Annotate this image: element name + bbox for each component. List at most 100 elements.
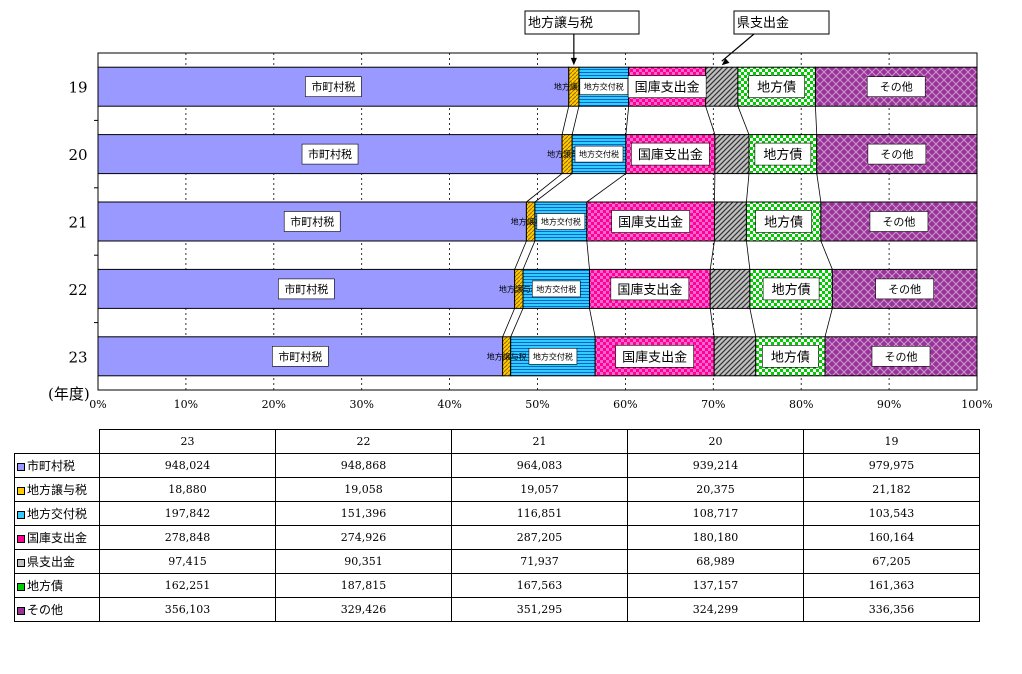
table-cell: 108,717 <box>627 501 804 526</box>
segment-label: 市町村税 <box>311 80 355 94</box>
segment-label: 地方債 <box>771 349 810 365</box>
segment-label-box <box>611 210 690 233</box>
table-cell: 948,868 <box>275 453 452 478</box>
table-row-header: その他 <box>14 597 100 622</box>
table-cell: 19,058 <box>275 477 452 502</box>
table-cell: 137,157 <box>627 573 804 598</box>
table-cell: 151,396 <box>275 501 452 526</box>
segment-label-box <box>272 345 329 367</box>
series-connector <box>589 308 596 337</box>
x-tick-label: 50% <box>525 398 549 411</box>
segment-label-box <box>875 278 934 300</box>
segment-label: 地方交付税 <box>584 82 624 92</box>
table-row-label: 地方譲与税 <box>27 483 88 497</box>
category-label: 21 <box>68 214 87 232</box>
segment-label-box <box>762 277 820 301</box>
segment-label-box <box>615 344 694 368</box>
table-row: その他 356,103 329,426 351,295 324,299 336,356 <box>14 597 980 622</box>
table-cell: 20,375 <box>627 477 804 502</box>
table-cell: 336,356 <box>803 597 980 622</box>
legend-key-icon <box>17 510 25 519</box>
series-connector <box>514 240 527 270</box>
table-cell: 964,083 <box>451 453 628 478</box>
segment-label: 市町村税 <box>284 282 328 296</box>
table-row: 国庫支出金 278,848 274,926 287,205 180,180 160,164 <box>14 525 980 550</box>
table-row-header: 地方債 <box>14 573 100 598</box>
series-connector <box>746 173 750 203</box>
table-cell: 160,164 <box>803 525 980 550</box>
legend-key-icon <box>17 582 25 591</box>
table-cell: 187,815 <box>275 573 452 598</box>
segment-label-box <box>869 211 929 232</box>
series-connector <box>586 240 590 270</box>
table-cell: 71,937 <box>451 549 628 574</box>
table-cell: 19,057 <box>451 477 628 502</box>
series-connector <box>820 240 833 270</box>
table-cell: 287,205 <box>451 525 628 550</box>
table-col-header: 21 <box>451 429 628 454</box>
segment-label: 地方債 <box>757 80 796 96</box>
series-connector <box>705 106 716 135</box>
segment-label: 地方譲与税 <box>547 149 587 159</box>
category-label: 22 <box>68 281 87 299</box>
callout-label: 県支出金 <box>737 15 789 31</box>
table-cell: 21,182 <box>803 477 980 502</box>
series-connector <box>625 106 630 135</box>
series-connector <box>746 240 751 270</box>
series-connector <box>749 308 757 337</box>
table-cell: 67,205 <box>803 549 980 574</box>
segment-label-box <box>762 344 819 368</box>
segment-label: 地方債 <box>763 147 802 163</box>
bar-segment <box>705 66 739 107</box>
x-tick-label: 40% <box>437 398 461 411</box>
segment-label-box <box>610 277 690 301</box>
table-cell: 18,880 <box>99 477 276 502</box>
category-label: 19 <box>68 79 87 97</box>
table-col-header: 23 <box>99 429 276 454</box>
series-connector <box>816 173 822 203</box>
segment-label-box <box>631 142 710 166</box>
segment-label: 地方譲与税 <box>511 217 551 227</box>
bar-segment <box>713 201 747 242</box>
segment-label-box <box>866 76 926 97</box>
segment-label: その他 <box>880 81 913 94</box>
x-tick-label: 10% <box>174 398 198 411</box>
table-row-label: 地方債 <box>27 579 64 593</box>
series-connector <box>571 106 580 135</box>
segment-label: 国庫支出金 <box>622 349 687 365</box>
table-row-label: その他 <box>27 603 64 617</box>
legend-key-icon <box>17 534 25 543</box>
segment-label: 地方交付税 <box>541 217 581 227</box>
segment-label-box <box>574 145 624 163</box>
segment-label: 市町村税 <box>278 349 322 363</box>
table-row-header: 地方譲与税 <box>14 477 100 502</box>
x-tick-label: 70% <box>701 398 725 411</box>
series-connector <box>522 240 536 270</box>
revenue-composition-chart: 市町村税 地方譲与税地方交付税 国庫支出金 地方債 その他市町村税 地方譲与税地方交付税国… <box>48 10 993 411</box>
segment-label: 国庫支出金 <box>635 80 700 96</box>
category-label: 20 <box>68 146 87 164</box>
bar-segment <box>713 336 757 377</box>
segment-label-box <box>305 76 362 97</box>
table-cell: 167,563 <box>451 573 628 598</box>
table-cell: 948,024 <box>99 453 276 478</box>
table-col-header: 22 <box>275 429 452 454</box>
table-cell: 324,299 <box>627 597 804 622</box>
segment-label: 地方交付税 <box>533 351 573 361</box>
x-tick-label: 80% <box>789 398 813 411</box>
segment-label: 国庫支出金 <box>617 282 682 298</box>
series-connector <box>709 240 715 270</box>
table-corner <box>14 429 100 454</box>
table-cell: 162,251 <box>99 573 276 598</box>
segment-label: 市町村税 <box>290 215 334 229</box>
segment-label-box <box>755 210 812 233</box>
segment-label: 地方債 <box>764 215 803 231</box>
table-row-header: 市町村税 <box>14 453 100 478</box>
callout-box <box>524 10 640 35</box>
category-label: 23 <box>68 348 87 366</box>
table-cell: 161,363 <box>803 573 980 598</box>
category-axis-label: (年度) <box>48 385 90 403</box>
segment-label: その他 <box>888 283 921 296</box>
series-connector <box>824 308 833 337</box>
bar-segment <box>814 66 978 107</box>
